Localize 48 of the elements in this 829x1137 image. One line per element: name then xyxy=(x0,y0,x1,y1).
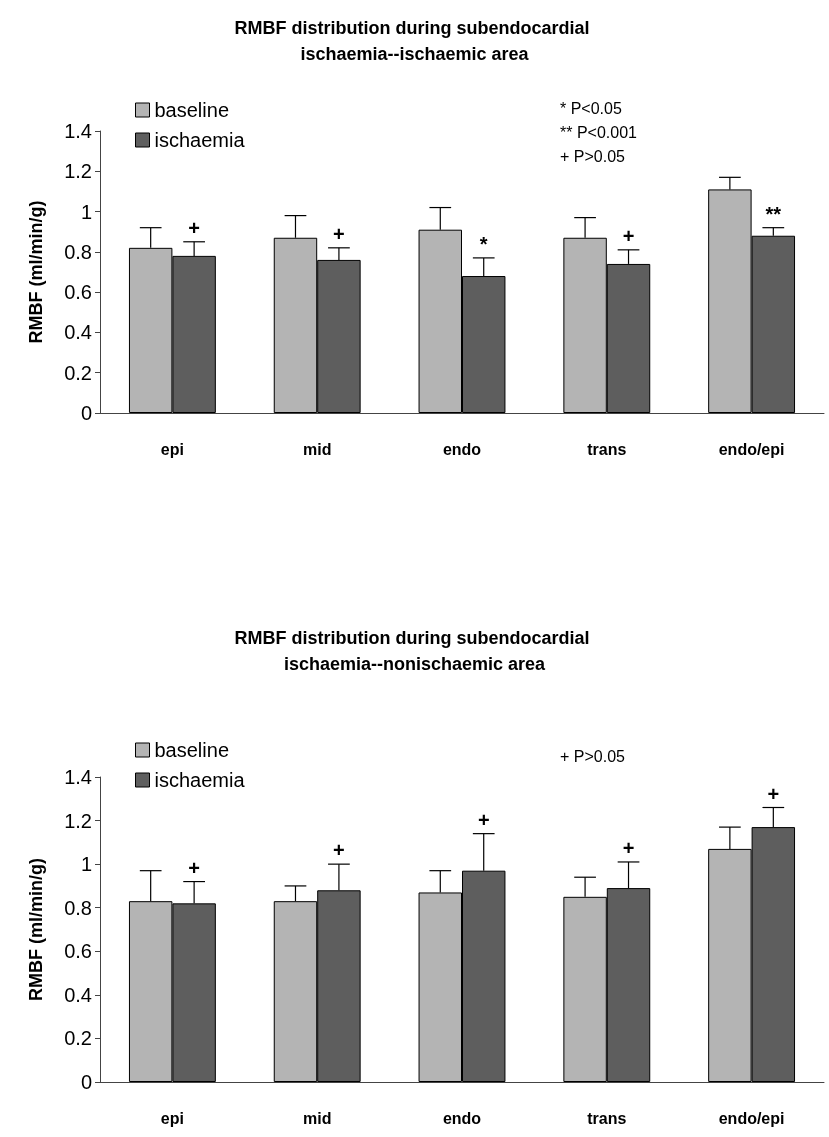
y-tick-label: 0.8 xyxy=(64,896,92,919)
y-tick-label: 0.8 xyxy=(64,240,92,263)
legend-label: baseline xyxy=(154,739,230,761)
x-tick-label: mid xyxy=(302,1109,332,1127)
data-label: + xyxy=(188,216,200,239)
chart-title: RMBF distribution during subendocardial ischaemia--ischaemic area xyxy=(234,18,595,64)
y-tick-label: 1.4 xyxy=(64,766,92,788)
data-label: + xyxy=(188,856,200,879)
y-tick-label: 1 xyxy=(80,853,92,876)
y-tick-label: 1 xyxy=(80,200,92,223)
y-tick-label: 0.2 xyxy=(64,361,92,384)
y-tick-label: 1.2 xyxy=(64,160,92,183)
legend-label: ischaemia xyxy=(154,769,246,791)
x-tick-label: endo/epi xyxy=(718,440,785,458)
y-tick-label: 0 xyxy=(80,1071,92,1093)
chart-title: RMBF distribution during subendocardial ischaemia--nonischaemic area xyxy=(234,628,595,674)
x-tick-label: mid xyxy=(302,440,332,458)
text: * P<0.05 xyxy=(560,99,622,117)
x-tick-label: trans xyxy=(587,1109,627,1127)
y-tick-label: 0.6 xyxy=(64,940,92,963)
y-axis-title: RMBF (ml/min/g) xyxy=(26,200,46,344)
data-label: + xyxy=(333,222,345,245)
data-label: ** xyxy=(765,202,782,225)
annotation: + P>0.05 xyxy=(560,147,626,165)
data-label: + xyxy=(767,782,780,805)
x-tick-label: endo/epi xyxy=(718,1109,785,1127)
y-axis-title: RMBF (ml/min/g) xyxy=(26,858,46,1001)
legend-label: ischaemia xyxy=(154,129,246,151)
x-tick-label: endo xyxy=(442,1109,482,1127)
x-tick-label: epi xyxy=(160,440,184,458)
data-label: + xyxy=(622,836,635,859)
annotation: ** P<0.001 xyxy=(560,123,638,141)
y-tick-label: 1.4 xyxy=(64,120,92,142)
x-tick-label: trans xyxy=(587,440,627,458)
legend-label: baseline xyxy=(154,99,230,121)
y-tick-label: 0.4 xyxy=(64,321,92,344)
y-tick-label: 1.2 xyxy=(64,809,92,832)
x-tick-label: endo xyxy=(442,440,482,458)
x-tick-label: epi xyxy=(160,1109,184,1127)
data-label: + xyxy=(477,808,490,831)
y-tick-label: 0.4 xyxy=(64,983,92,1006)
text: + P>0.05 xyxy=(560,747,626,765)
data-label: + xyxy=(333,839,345,862)
data-label: * xyxy=(479,232,488,255)
y-tick-label: 0.2 xyxy=(64,1027,92,1050)
data-label: + xyxy=(622,224,635,247)
y-tick-label: 0 xyxy=(80,402,92,424)
y-tick-label: 0.6 xyxy=(64,281,92,304)
